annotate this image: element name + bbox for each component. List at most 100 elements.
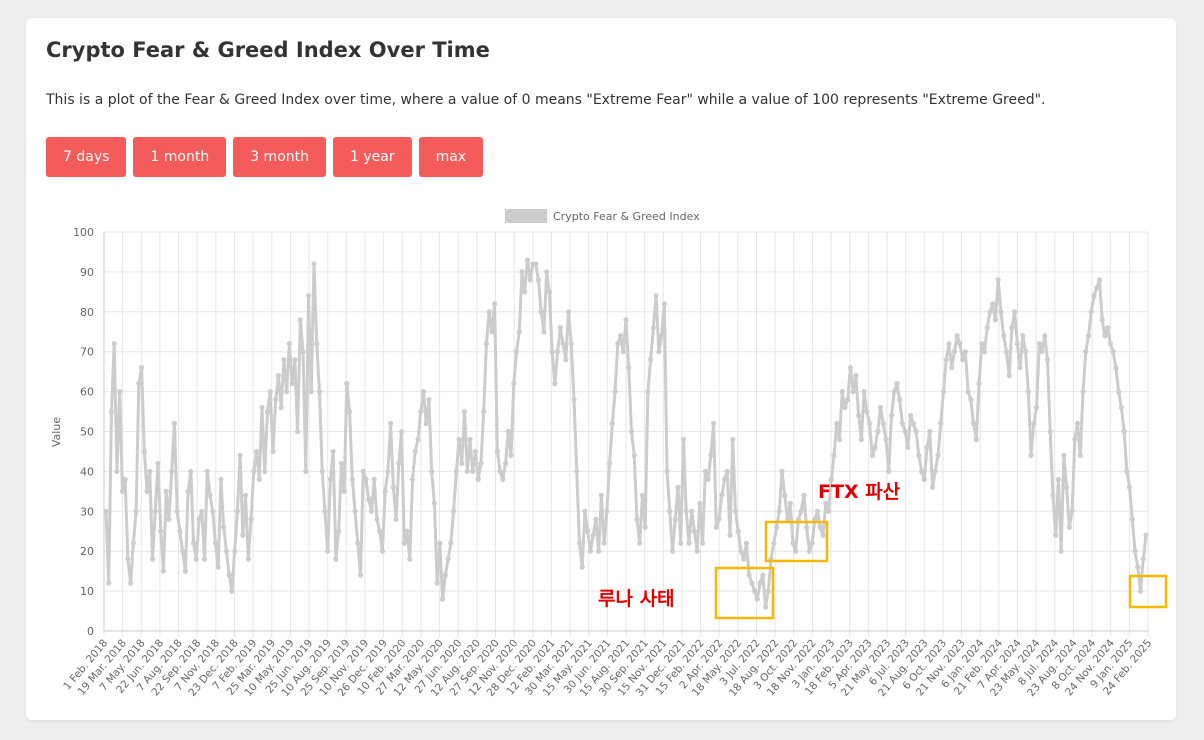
data-point (158, 528, 164, 534)
data-point (883, 436, 889, 443)
y-tick-label: 90 (80, 266, 94, 279)
data-point (927, 428, 933, 435)
data-point (1091, 293, 1097, 299)
legend-label: Crypto Fear & Greed Index (553, 210, 700, 223)
data-point (355, 540, 361, 546)
data-point (754, 596, 760, 602)
data-point (190, 540, 197, 546)
data-point (938, 420, 944, 427)
data-point (686, 540, 692, 546)
data-point (782, 492, 788, 498)
data-point (1014, 341, 1020, 347)
data-point (352, 508, 358, 514)
data-point (1069, 508, 1075, 514)
data-point (713, 524, 719, 530)
data-point (470, 468, 476, 474)
data-point (762, 604, 769, 610)
data-point (486, 309, 492, 315)
data-point (872, 444, 878, 451)
data-point (429, 468, 435, 474)
data-point (188, 468, 194, 474)
data-point (114, 468, 120, 474)
data-point (1140, 556, 1146, 562)
data-point (760, 572, 766, 578)
data-point (568, 341, 574, 347)
data-point (628, 428, 635, 435)
data-point (163, 488, 169, 494)
data-point (1121, 428, 1127, 435)
data-point (790, 540, 796, 546)
y-tick-label: 20 (80, 545, 94, 558)
data-point (905, 444, 911, 451)
data-point (1012, 309, 1018, 315)
data-point (596, 548, 602, 554)
data-point (1137, 588, 1144, 594)
data-point (710, 420, 717, 427)
data-point (1105, 325, 1111, 331)
data-point (500, 476, 506, 482)
data-point (992, 317, 999, 323)
data-point (336, 528, 342, 534)
data-point (658, 333, 665, 339)
data-point (776, 508, 782, 514)
data-point (1132, 548, 1138, 554)
data-point (431, 500, 438, 506)
data-point (346, 408, 353, 415)
data-point (1009, 325, 1015, 331)
y-tick-label: 0 (87, 625, 94, 638)
range-7-days-button[interactable]: 7 days (46, 137, 127, 177)
data-point (962, 349, 968, 355)
data-point (141, 448, 147, 455)
data-point (853, 373, 859, 379)
data-point (664, 468, 670, 474)
data-point (303, 468, 309, 474)
data-point (1031, 420, 1037, 427)
data-point (864, 408, 870, 415)
data-point (169, 468, 175, 474)
data-point (691, 528, 698, 534)
data-point (1135, 564, 1141, 570)
range-1-month-button[interactable]: 1 month (133, 137, 227, 177)
data-point (1143, 532, 1149, 538)
data-point (793, 548, 799, 554)
data-point (650, 325, 656, 331)
data-point (1080, 389, 1086, 395)
data-point (330, 448, 336, 455)
data-point (409, 476, 416, 482)
data-point (516, 329, 522, 335)
data-point (653, 293, 659, 299)
data-point (637, 540, 643, 546)
data-point (858, 436, 864, 443)
data-point (1083, 349, 1089, 355)
luna-annotation-text: 루나 사태 (598, 588, 675, 610)
range-1-year-button[interactable]: 1 year (333, 137, 412, 177)
data-point (215, 564, 221, 570)
data-point (456, 436, 462, 443)
data-point (814, 508, 821, 514)
data-point (415, 436, 421, 443)
data-point (839, 389, 845, 395)
legend[interactable]: Crypto Fear & Greed Index (505, 209, 700, 223)
data-point (366, 496, 372, 502)
data-point (253, 448, 260, 455)
data-point (694, 548, 700, 554)
data-point (888, 412, 895, 419)
data-point (957, 341, 963, 347)
data-point (812, 516, 818, 522)
data-point (757, 580, 763, 586)
data-point (1003, 349, 1010, 355)
data-point (240, 532, 246, 538)
range-3-month-button[interactable]: 3 month (233, 137, 326, 177)
data-point (787, 500, 793, 506)
data-point (1096, 277, 1103, 283)
data-point (891, 389, 897, 395)
data-point (877, 404, 884, 411)
data-point (549, 349, 555, 355)
data-point (626, 365, 632, 371)
data-point (546, 289, 552, 295)
range-max-button[interactable]: max (418, 137, 484, 177)
data-point (598, 492, 604, 498)
data-point (970, 420, 977, 427)
y-tick-label: 60 (80, 386, 94, 399)
